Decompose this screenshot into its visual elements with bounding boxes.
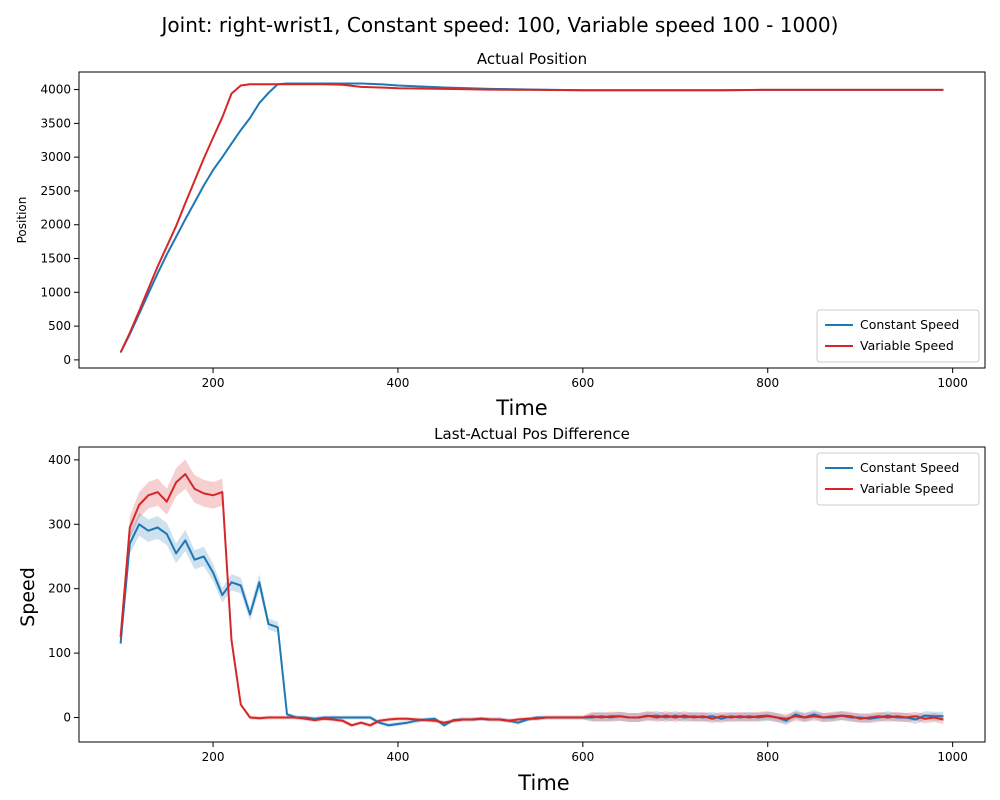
chart-actual-position: Actual Position 200 400 600 800 1000 0 500 100… [15,50,986,420]
y-tick-label: 500 [48,319,71,333]
y-axis-label: Speed [17,567,39,627]
x-tick-label: 600 [571,376,594,390]
x-axis-label: Time [517,771,569,795]
legend-box [816,309,980,363]
x-axis-label: Time [495,396,547,420]
x-tick-label: 400 [386,750,409,764]
figure-title: Joint: right-wrist1, Constant speed: 100… [160,13,839,37]
legend: Constant Speed Variable Speed [816,452,980,506]
confidence-band [120,512,944,728]
x-tick-label: 200 [202,376,225,390]
x-tick-label: 1000 [937,376,968,390]
legend-label: Variable Speed [860,338,954,353]
confidence-band [120,459,944,728]
chart-title: Last-Actual Pos Difference [434,425,630,443]
legend-label: Constant Speed [860,317,959,332]
x-tick-label: 600 [571,750,594,764]
x-tick-label: 800 [756,750,779,764]
x-tick-label: 200 [202,750,225,764]
x-tick-label: 1000 [937,750,968,764]
y-tick-label: 0 [63,353,71,367]
y-tick-label: 300 [48,517,71,531]
legend: Constant Speed Variable Speed [816,309,980,363]
series-line [119,473,944,727]
y-tick-label: 3000 [40,150,71,164]
y-tick-label: 3500 [40,116,71,130]
x-tick-label: 400 [386,376,409,390]
y-tick-label: 4000 [40,83,71,97]
legend-box [816,452,980,506]
y-tick-label: 0 [63,711,71,725]
legend-label: Variable Speed [860,481,954,496]
series-line [119,83,944,353]
series-line [119,523,944,727]
plot-frame [78,71,986,369]
y-tick-label: 400 [48,453,71,467]
y-tick-label: 1500 [40,252,71,266]
x-tick-label: 800 [756,376,779,390]
plot-frame [78,446,986,743]
y-tick-label: 200 [48,582,71,596]
y-tick-label: 1000 [40,285,71,299]
y-axis-label: Position [15,197,29,244]
y-tick-label: 2500 [40,184,71,198]
chart-title: Actual Position [477,50,587,68]
y-tick-label: 2000 [40,218,71,232]
chart-pos-difference: Last-Actual Pos Difference 200 400 600 800 1… [17,425,986,795]
y-tick-label: 100 [48,646,71,660]
legend-label: Constant Speed [860,460,959,475]
